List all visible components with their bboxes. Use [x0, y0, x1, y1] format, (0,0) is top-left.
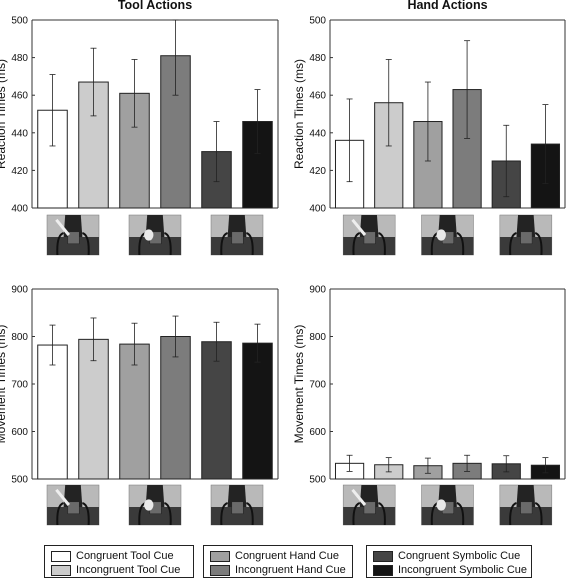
y-tick-label: 600: [309, 427, 326, 438]
legend-swatch: [210, 564, 230, 576]
legend-label: Incongruent Tool Cue: [76, 564, 181, 576]
symbolic-cue-photo: [499, 214, 553, 256]
legend-swatch: [51, 564, 71, 576]
legend-group-hand: Congruent Hand Cue Incongruent Hand Cue: [203, 545, 353, 578]
symbolic-cue-photo: [210, 484, 264, 526]
bar: [37, 344, 68, 480]
y-tick-label: 400: [11, 204, 28, 215]
y-axis-label: Reaction Times (ms): [0, 59, 8, 169]
bar: [201, 341, 232, 480]
tool-cue-photo: [342, 214, 396, 256]
tool-cue-photo: [46, 484, 100, 526]
legend-swatch: [373, 550, 393, 562]
bar: [242, 342, 273, 480]
chart-panel-2: 400 420 440 460 480 500 Reaction Times (ms) Han…: [292, 0, 566, 256]
legend-label: Incongruent Symbolic Cue: [398, 564, 528, 576]
legend-swatch: [210, 550, 230, 562]
chart-title: Hand Actions: [407, 0, 487, 12]
y-tick-label: 440: [309, 128, 326, 139]
y-tick-label: 460: [309, 91, 326, 102]
bar: [119, 92, 150, 209]
tool-cue-photo: [46, 214, 100, 256]
y-tick-label: 600: [11, 427, 28, 438]
legend-label: Congruent Symbolic Cue: [398, 550, 521, 562]
y-tick-label: 500: [309, 475, 326, 486]
symbolic-cue-photo: [499, 484, 553, 526]
y-axis-label: Movement Times (ms): [292, 325, 306, 444]
y-tick-label: 500: [309, 16, 326, 27]
legend-swatch: [373, 564, 393, 576]
y-tick-label: 700: [309, 380, 326, 391]
y-tick-label: 500: [11, 16, 28, 27]
bar: [160, 336, 191, 480]
chart-panel-3: 500 600 700 800 900 Movement Times (ms): [0, 285, 279, 526]
y-axis-label: Movement Times (ms): [0, 325, 8, 444]
legend-label: Congruent Hand Cue: [235, 550, 339, 562]
legend-item-congruent-hand: Congruent Hand Cue: [210, 550, 339, 562]
symbolic-cue-photo: [210, 214, 264, 256]
chart-panel-4: 500 600 700 800 900 Movement Times (ms): [292, 285, 566, 526]
legend-label: Incongruent Hand Cue: [235, 564, 346, 576]
y-tick-label: 480: [11, 53, 28, 64]
chart-panel-1: 400 420 440 460 480 500 Reaction Times (ms) Too…: [0, 0, 279, 256]
legend-label: Congruent Tool Cue: [76, 550, 174, 562]
legend-swatch: [51, 550, 71, 562]
y-tick-label: 420: [309, 166, 326, 177]
legend-item-congruent-tool: Congruent Tool Cue: [51, 550, 174, 562]
y-tick-label: 800: [11, 332, 28, 343]
y-tick-label: 460: [11, 91, 28, 102]
legend-item-incongruent-tool: Incongruent Tool Cue: [51, 564, 180, 576]
legend-item-congruent-symbolic: Congruent Symbolic Cue: [373, 550, 520, 562]
y-axis-label: Reaction Times (ms): [292, 59, 306, 169]
y-tick-label: 800: [309, 332, 326, 343]
y-tick-label: 900: [11, 285, 28, 296]
legend-group-tool: Congruent Tool Cue Incongruent Tool Cue: [44, 545, 194, 578]
y-tick-label: 440: [11, 128, 28, 139]
chart-title: Tool Actions: [118, 0, 192, 12]
y-tick-label: 700: [11, 380, 28, 391]
y-tick-label: 400: [309, 204, 326, 215]
bar: [78, 81, 109, 209]
legend-item-incongruent-symbolic: Incongruent Symbolic Cue: [373, 564, 527, 576]
hand-cue-photo: [421, 484, 474, 526]
hand-cue-photo: [128, 484, 182, 526]
legend-item-incongruent-hand: Incongruent Hand Cue: [210, 564, 346, 576]
tool-cue-photo: [342, 484, 396, 526]
y-tick-label: 500: [11, 475, 28, 486]
y-tick-label: 900: [309, 285, 326, 296]
y-tick-label: 480: [309, 53, 326, 64]
hand-cue-photo: [421, 214, 474, 256]
y-tick-label: 420: [11, 166, 28, 177]
legend-group-symbolic: Congruent Symbolic Cue Incongruent Symbo…: [366, 545, 532, 578]
hand-cue-photo: [128, 214, 182, 256]
